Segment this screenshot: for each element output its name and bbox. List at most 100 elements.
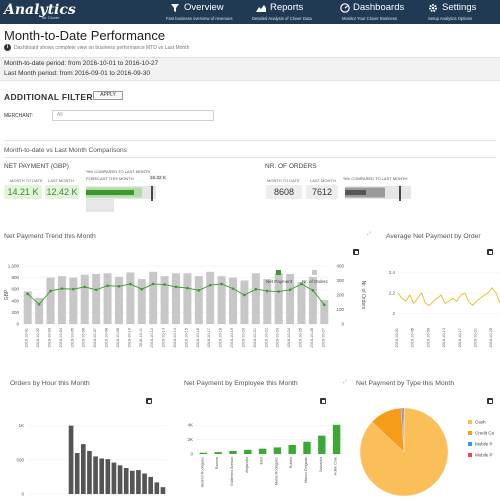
employee-bar: [318, 435, 326, 454]
nav-sublabel: Detailed Analysis of Clover Data: [252, 16, 312, 21]
x-tick-label: 2016-10-19: [230, 328, 234, 347]
orders-bar: [229, 277, 238, 324]
filter-icon: [171, 4, 179, 12]
x-tick-label: 2016-10-05: [411, 328, 415, 347]
x-tick-label: Alejandro: [245, 457, 249, 473]
hour-bar: [148, 476, 154, 494]
export-icon[interactable]: [146, 398, 152, 404]
x-tick-label: 2016-10-23: [276, 328, 280, 347]
hour-bar: [160, 487, 166, 494]
nav-item-overview[interactable]: Overview Fast business overview of reven…: [160, 0, 240, 24]
orders-bar: [274, 273, 283, 324]
hour-bar: [87, 450, 92, 494]
x-tick-label: 2016-10-24: [287, 328, 291, 347]
x-tick-label: 2016-10-07: [93, 328, 97, 347]
legend-swatch: [312, 270, 317, 275]
export-icon[interactable]: [320, 398, 326, 404]
net-payment-point: [243, 293, 246, 297]
nav-item-settings[interactable]: Settings Setup Analytics Options: [424, 0, 500, 24]
avg-panel-title: Average Net Payment by Order: [386, 233, 481, 240]
employee-bar: [244, 449, 252, 454]
orders-bar: [103, 273, 112, 324]
merchant-select[interactable]: All: [52, 110, 214, 121]
export-icon[interactable]: [353, 249, 359, 255]
employee-bar: [199, 452, 208, 454]
nav-item-reports[interactable]: Reports Detailed Analysis of Clover Data: [252, 0, 334, 24]
orders-bar: [320, 300, 329, 324]
net-payment-point: [288, 288, 292, 292]
orders-bullet-chart: [345, 186, 411, 201]
orders-bar: [23, 291, 32, 324]
orders-bar: [263, 279, 272, 324]
y-tick-label: 2.4: [389, 270, 396, 275]
net-payment-point: [60, 287, 64, 290]
x-tick-label: 2016-10-14: [173, 328, 177, 347]
orders-bar: [57, 276, 66, 324]
expand-icon[interactable]: ⤢: [367, 231, 372, 237]
x-tick-label: 2016-10-04: [59, 328, 63, 347]
x-tick-label: 2016-10-02: [36, 328, 40, 347]
net-payment-point: [117, 285, 121, 288]
net-payment-point: [277, 290, 280, 293]
x-tick-label: 2016-10-21: [253, 328, 257, 347]
x-tick-label: 2016-10-25: [489, 328, 493, 347]
orders-title: NR. OF ORDERS: [265, 163, 317, 170]
employee-bar: [229, 450, 237, 454]
orders-last-value: 7612: [306, 185, 338, 199]
orders-bar: [126, 272, 135, 324]
net-payment-point: [49, 289, 52, 293]
page-title: Month-to-Date Performance: [4, 28, 166, 43]
y2-tick-label: 0: [341, 322, 344, 327]
orders-mtd-caption: MONTH TO DATE: [267, 178, 300, 183]
nav-item-dashboards[interactable]: Dashboards Monitor Your Clover Business: [338, 0, 418, 24]
net-payment-point: [83, 285, 87, 289]
y-tick-label: 2K: [187, 437, 193, 442]
x-tick-label: 2016-10-11: [139, 328, 143, 347]
employee-bar: [332, 424, 341, 454]
employee-bar: [273, 447, 282, 454]
net-payment-last-caption: LAST MONTH: [48, 178, 74, 183]
net-payment-point: [197, 289, 201, 292]
orders-bar: [183, 273, 192, 324]
export-icon[interactable]: [487, 249, 493, 255]
legend-label: Credit Ca: [475, 431, 495, 436]
x-tick-label: 2016-10-06: [82, 328, 86, 347]
employee-panel-title: Net Payment by Employee this Month: [184, 380, 298, 387]
x-tick-label: 2016-10-16: [196, 328, 200, 347]
hour-bar: [80, 444, 86, 494]
orders-bar: [160, 276, 169, 324]
y-tick-label: 0: [21, 492, 24, 497]
expand-icon[interactable]: ⤢: [343, 379, 348, 385]
orders-by-hour-chart: 0 500 1K: [16, 423, 166, 497]
x-tick-label: 2016-10-01: [25, 328, 29, 347]
net-payment-point: [37, 302, 41, 306]
info-icon[interactable]: i: [4, 44, 11, 51]
area-chart-icon: [256, 5, 266, 12]
orders-last-caption: LAST MONTH: [310, 178, 336, 183]
orders-bar: [172, 273, 180, 324]
nav-label: Overview: [184, 2, 224, 13]
orders-bar: [35, 297, 44, 324]
net-payment-point: [208, 283, 212, 287]
x-tick-label: 2016-10-13: [442, 328, 446, 347]
net-payment-point: [220, 282, 223, 286]
y-tick-label: 1,000: [8, 264, 20, 269]
employee-bar: [303, 441, 311, 454]
net-payment-point: [186, 286, 189, 290]
legend-label: Net Payment: [266, 279, 293, 284]
app-logo[interactable]: Analytics: [4, 2, 76, 18]
orders-bar: [297, 281, 306, 324]
hour-bar: [142, 473, 147, 494]
dashboard-icon: [340, 3, 350, 13]
divider: [4, 157, 496, 158]
orders-bar: [251, 273, 260, 324]
x-tick-label: 2016-10-08: [105, 328, 109, 347]
bullet-mtd-bar: [345, 190, 366, 195]
x-tick-label: 2016-10-17: [458, 328, 462, 347]
export-icon[interactable]: [487, 398, 493, 404]
apply-button[interactable]: APPLY: [93, 91, 123, 100]
period-info: Month-to-date period: from 2016-10-01 to…: [0, 57, 500, 81]
x-tick-label: 2016-10-05: [70, 328, 74, 347]
y-axis-label: GBP: [4, 289, 10, 300]
